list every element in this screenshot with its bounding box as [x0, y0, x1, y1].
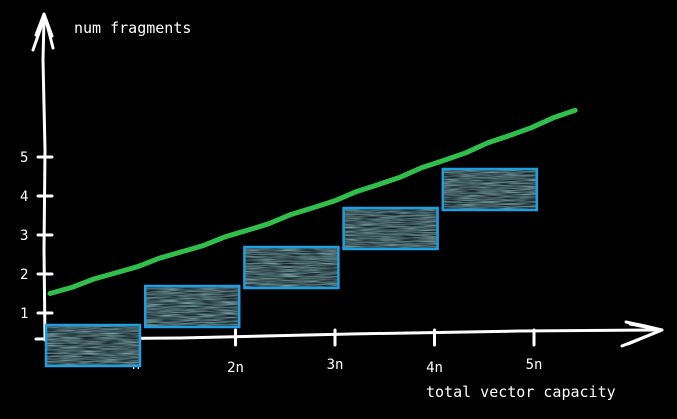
x-tick-label: 3n	[327, 357, 344, 373]
fragment-box	[243, 245, 340, 290]
fragment-box	[143, 284, 241, 329]
y-axis-arrowhead	[31, 12, 55, 52]
fragment-box-fill	[244, 247, 339, 288]
fragment-box-fill	[343, 208, 438, 249]
fragment-box-border	[243, 245, 340, 290]
x-tick-label: 4n	[426, 360, 443, 376]
fragment-box-border	[143, 284, 241, 329]
fragment-box-fill	[442, 169, 537, 210]
y-tick-label: 2	[20, 267, 28, 283]
fragment-box-fill	[46, 325, 140, 366]
y-tick-label: 1	[20, 306, 28, 322]
fragment-boxes	[44, 167, 539, 368]
fragment-box-border	[342, 206, 439, 251]
y-tick-label: 3	[20, 228, 28, 244]
x-axis-ticks: n2n3n4n5n	[132, 328, 543, 376]
y-axis-ticks: 1 2 3 4 5	[20, 150, 54, 322]
fragment-box-border	[44, 323, 142, 368]
x-tick-label: 2n	[227, 360, 244, 376]
y-tick-label: 4	[20, 189, 28, 205]
x-axis-arrowhead	[620, 320, 664, 348]
fragment-box-fill	[145, 286, 240, 327]
fragment-box	[44, 323, 142, 368]
y-tick-label: 5	[20, 150, 28, 166]
axes	[31, 12, 664, 348]
x-axis-label: total vector capacity	[426, 383, 616, 401]
trend-line	[47, 107, 578, 296]
x-tick-label: 5n	[526, 357, 543, 373]
fragment-box-border	[441, 167, 539, 212]
y-axis-label: num fragments	[74, 19, 191, 37]
fragment-box	[441, 167, 539, 212]
fragment-box	[342, 206, 439, 251]
y-axis-line	[41, 16, 47, 342]
